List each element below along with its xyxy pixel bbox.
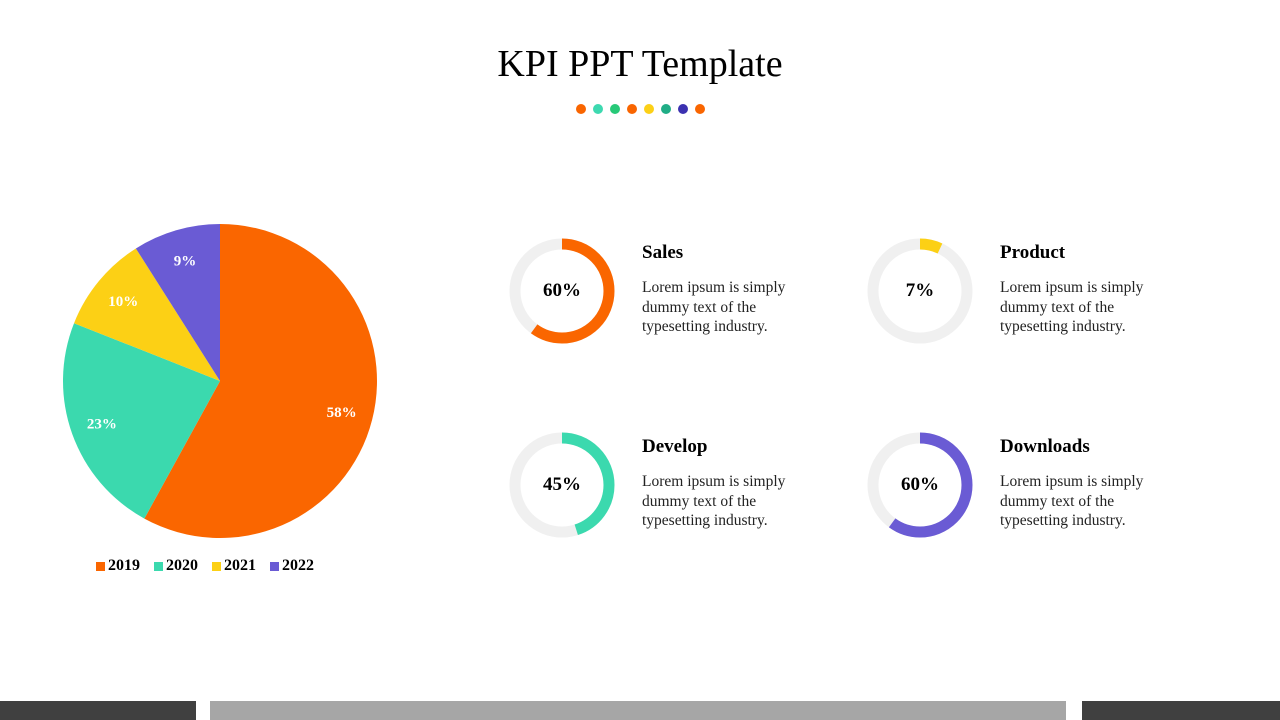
progress-ring — [509, 432, 615, 538]
kpi-percent: 60% — [901, 474, 939, 495]
kpi-downloads: 60% Downloads Lorem ipsum is simply dumm… — [867, 432, 1197, 542]
legend-swatch — [154, 561, 163, 571]
kpi-description: Lorem ipsum is simply dummy text of the … — [642, 473, 786, 529]
kpi-percent: 7% — [905, 280, 935, 301]
kpi-product: 7% Product Lorem ipsum is simply dummy t… — [867, 238, 1197, 348]
legend-swatch — [212, 561, 221, 571]
progress-ring — [867, 238, 973, 344]
ring-fill — [867, 238, 973, 344]
kpi-name: Product — [1000, 242, 1066, 263]
ring-fill — [867, 432, 973, 538]
pie-slice-2019 — [144, 224, 378, 538]
page-title: KPI PPT Template — [497, 43, 783, 85]
progress-ring — [509, 238, 615, 344]
legend-item: 2022 — [270, 557, 314, 575]
progress-ring — [867, 432, 973, 538]
footer-bar-center — [210, 701, 1066, 720]
pie-data-label: 9% — [174, 253, 197, 269]
title-dot — [644, 104, 654, 114]
footer-bar-left — [0, 701, 196, 720]
pie-data-label: 10% — [108, 294, 138, 310]
kpi-description: Lorem ipsum is simply dummy text of the … — [1000, 473, 1144, 529]
legend-swatch — [96, 561, 105, 571]
legend-label: 2022 — [282, 557, 314, 574]
pie-data-label: 23% — [87, 417, 117, 433]
title-dot — [695, 104, 705, 114]
kpi-name: Develop — [642, 436, 708, 457]
legend-item: 2021 — [212, 557, 256, 575]
pie-slice-2021 — [74, 248, 221, 381]
ring-fill — [509, 238, 615, 344]
pie-slice-2022 — [135, 224, 220, 381]
kpi-description: Lorem ipsum is simply dummy text of the … — [1000, 279, 1144, 335]
title-dot — [576, 104, 586, 114]
title-dot — [678, 104, 688, 114]
ring-fill — [509, 432, 615, 538]
kpi-percent: 45% — [543, 474, 581, 495]
pie-slice-2020 — [63, 323, 220, 519]
title-dot — [610, 104, 620, 114]
title-dots — [576, 104, 705, 114]
kpi-description: Lorem ipsum is simply dummy text of the … — [642, 279, 786, 335]
title-dot — [661, 104, 671, 114]
legend-swatch — [270, 561, 279, 571]
kpi-percent: 60% — [543, 280, 581, 301]
pie-legend: 2019 2020 2021 2022 — [96, 557, 314, 575]
title-dot — [593, 104, 603, 114]
legend-label: 2021 — [224, 557, 256, 574]
legend-label: 2020 — [166, 557, 198, 574]
footer-bar-right — [1082, 701, 1280, 720]
pie-data-label: 58% — [327, 405, 357, 421]
kpi-sales: 60% Sales Lorem ipsum is simply dummy te… — [509, 238, 839, 348]
title-dot — [627, 104, 637, 114]
legend-item: 2020 — [154, 557, 198, 575]
kpi-name: Sales — [642, 242, 684, 263]
legend-label: 2019 — [108, 557, 140, 574]
kpi-name: Downloads — [1000, 436, 1090, 457]
pie-chart: 58% 23% 10% 9% — [63, 224, 378, 538]
kpi-develop: 45% Develop Lorem ipsum is simply dummy … — [509, 432, 839, 542]
legend-item: 2019 — [96, 557, 140, 575]
